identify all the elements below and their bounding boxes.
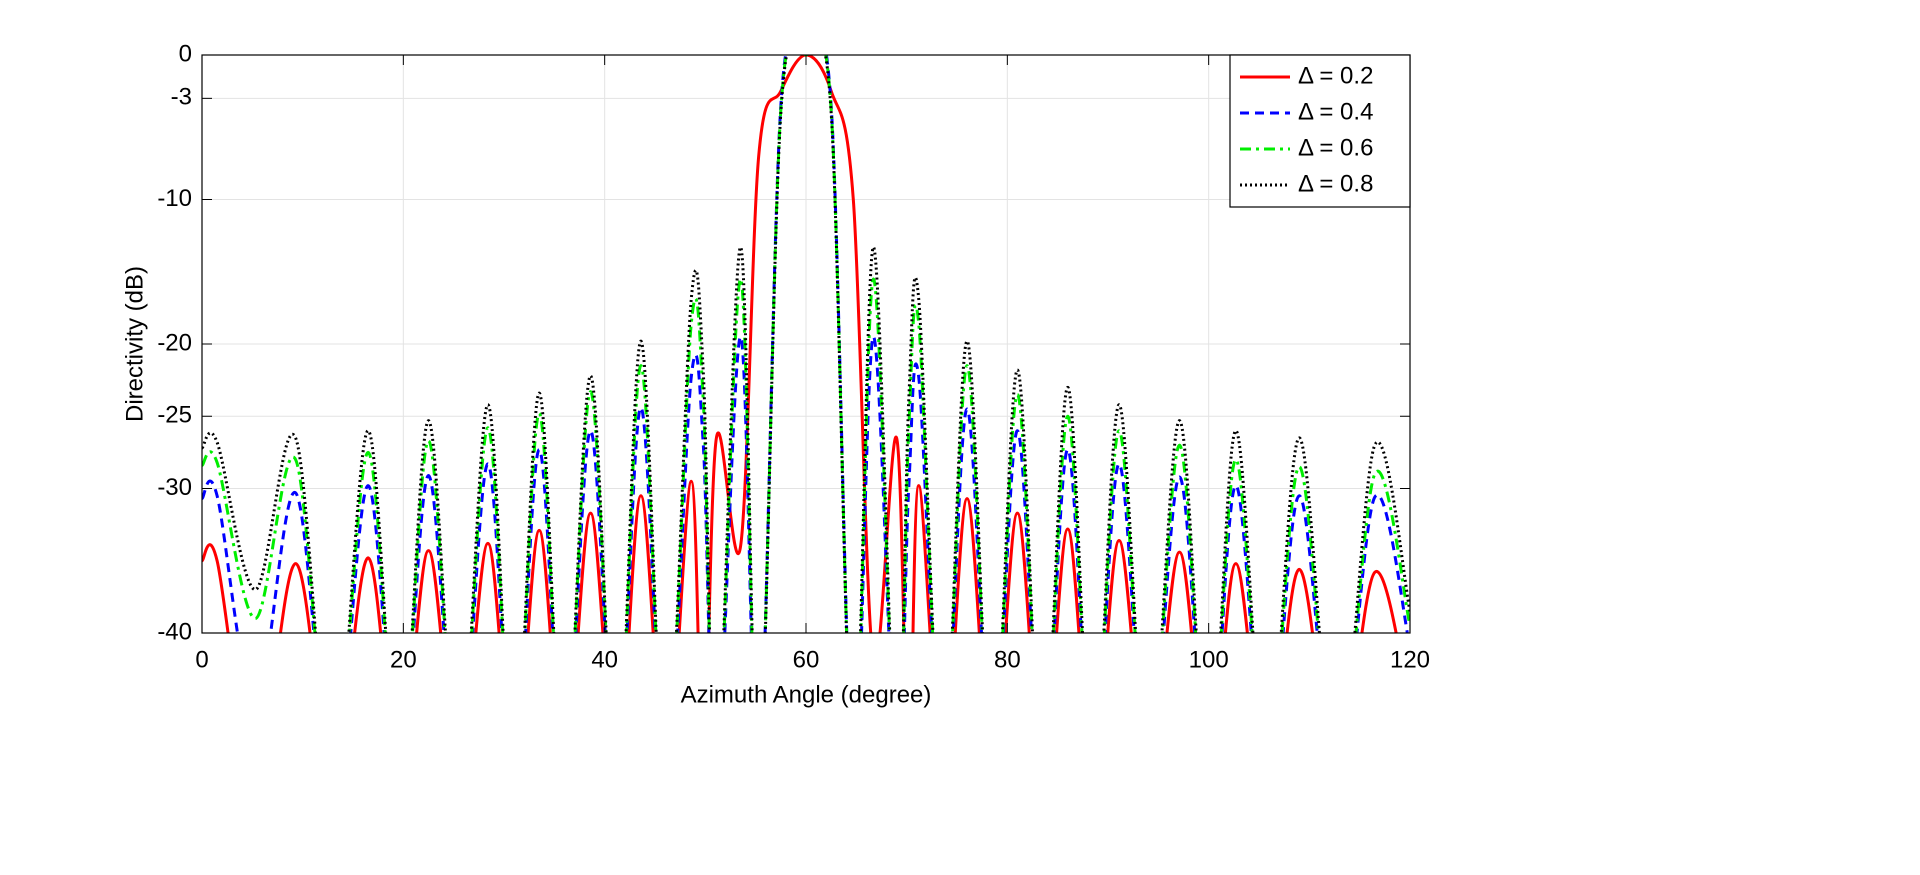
y-tick-label: -10 — [157, 185, 192, 212]
x-tick-label: 120 — [1390, 646, 1430, 673]
x-tick-label: 20 — [390, 646, 417, 673]
legend: Δ = 0.2 Δ = 0.4 Δ = 0.6 Δ = 0.8 — [1229, 54, 1411, 208]
x-axis-label: Azimuth Angle (degree) — [681, 681, 932, 708]
y-tick-label: -30 — [157, 474, 192, 501]
y-tick-label: 0 — [179, 40, 192, 67]
legend-label: Δ = 0.4 — [1298, 98, 1373, 125]
series-line — [202, 55, 1398, 633]
x-tick-label: 60 — [793, 646, 820, 673]
y-axis-label: Directivity (dB) — [121, 266, 148, 422]
legend-label: Δ = 0.8 — [1298, 170, 1373, 197]
x-tick-label: 100 — [1189, 646, 1229, 673]
y-tick-label: -40 — [157, 618, 192, 645]
x-tick-label: 80 — [994, 646, 1021, 673]
legend-label: Δ = 0.6 — [1298, 134, 1373, 161]
series-line — [202, 55, 1409, 633]
y-tick-label: -3 — [171, 84, 192, 111]
y-tick-label: -20 — [157, 329, 192, 356]
lines — [202, 55, 1410, 633]
legend-label: Δ = 0.2 — [1298, 62, 1373, 89]
legend-box — [1229, 54, 1411, 208]
y-tick-label: -25 — [157, 402, 192, 429]
x-tick-label: 40 — [591, 646, 618, 673]
series-line — [202, 55, 1410, 633]
ticks: 0 20 40 60 80 100 120 0 -3 -10 -20 -25 -30 -40 — [157, 40, 1430, 673]
x-tick-label: 0 — [195, 646, 208, 673]
